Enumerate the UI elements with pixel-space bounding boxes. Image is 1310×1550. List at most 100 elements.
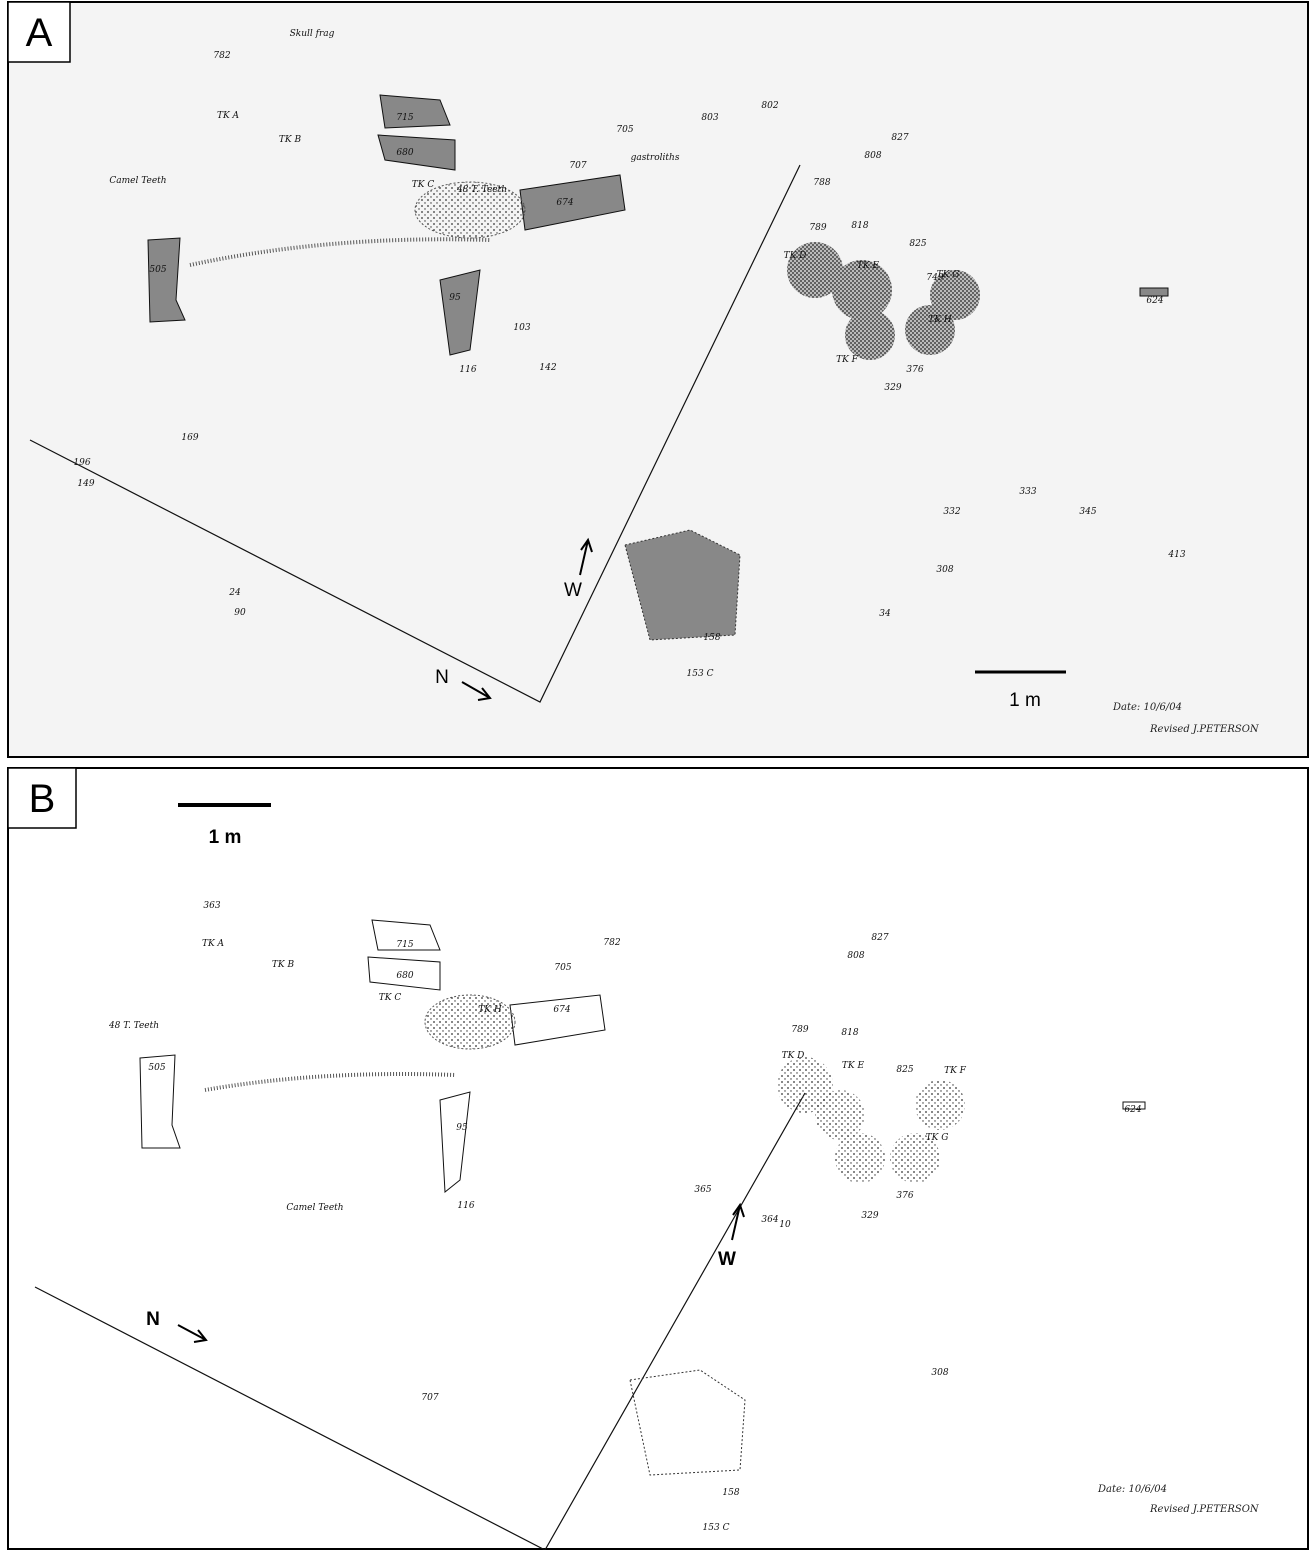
specimen-label: TK E: [842, 1061, 865, 1071]
specimen-label: TK G: [937, 270, 960, 280]
specimen-label: 95: [456, 1123, 468, 1133]
bone: [1140, 288, 1168, 296]
specimen-label: 818: [841, 1028, 858, 1038]
revised: Revised J.PETERSON: [1149, 724, 1260, 735]
specimen-label: 116: [459, 365, 476, 375]
specimen-label: 674: [556, 198, 573, 208]
specimen-label: gastroliths: [631, 153, 680, 163]
specimen-label: 169: [181, 433, 198, 443]
specimen-label: 376: [896, 1191, 913, 1201]
specimen-label: 624: [1146, 296, 1163, 306]
specimen-label: 808: [864, 151, 881, 161]
specimen-label: TK D: [782, 1051, 805, 1061]
panel-label: A: [26, 11, 53, 55]
specimen-label: 680: [396, 148, 413, 158]
specimen-label: 363: [203, 901, 220, 911]
specimen-label: 818: [851, 221, 868, 231]
specimen-label: 365: [694, 1185, 711, 1195]
specimen-label: 158: [722, 1488, 739, 1498]
west-label: W: [718, 1249, 736, 1270]
specimen-label: 34: [879, 609, 891, 619]
specimen-label: 364: [761, 1215, 778, 1225]
specimen-label: TK D: [784, 251, 807, 261]
specimen-label: 505: [149, 265, 166, 275]
specimen-label: 103: [513, 323, 530, 333]
specimen-label: 142: [539, 363, 556, 373]
specimen-label: 48 T. Teeth: [108, 1021, 159, 1031]
specimen-label: TK C: [412, 180, 435, 190]
specimen-label: 333: [1019, 487, 1036, 497]
trackway: [905, 305, 955, 355]
specimen-label: 329: [861, 1211, 878, 1221]
teeth-area: [425, 995, 515, 1049]
figure: A 1 m N W Date: 10/6/04 Revised J.PETERS…: [0, 0, 1310, 1550]
specimen-label: 116: [457, 1201, 474, 1211]
specimen-label: 788: [813, 178, 830, 188]
panel-label: B: [29, 777, 56, 821]
specimen-label: 308: [936, 565, 953, 575]
specimen-label: 782: [603, 938, 620, 948]
specimen-label: 705: [616, 125, 633, 135]
specimen-label: 332: [943, 507, 960, 517]
specimen-label: 308: [931, 1368, 948, 1378]
specimen-label: Camel Teeth: [286, 1203, 343, 1213]
specimen-label: Camel Teeth: [109, 176, 166, 186]
specimen-label: 705: [554, 963, 571, 973]
specimen-label: 329: [884, 383, 901, 393]
specimen-label: 624: [1124, 1105, 1141, 1115]
specimen-label: 376: [906, 365, 923, 375]
specimen-label: TK H: [928, 315, 952, 325]
specimen-label: 48 T. Teeth: [456, 185, 507, 195]
specimen-label: 715: [396, 113, 413, 123]
specimen-label: 808: [847, 951, 864, 961]
revised: Revised J.PETERSON: [1149, 1504, 1260, 1515]
specimen-label: 782: [213, 51, 230, 61]
trackway: [815, 1090, 865, 1140]
specimen-label: 345: [1079, 507, 1096, 517]
specimen-label: 196: [73, 458, 90, 468]
specimen-label: TK G: [926, 1133, 949, 1143]
specimen-label: 90: [234, 608, 246, 618]
date: Date: 10/6/04: [1112, 702, 1182, 713]
trackway: [845, 310, 895, 360]
bone: [380, 95, 450, 128]
panel-a: A 1 m N W Date: 10/6/04 Revised J.PETERS…: [8, 2, 1308, 757]
specimen-label: TK F: [944, 1066, 967, 1076]
specimen-label: 802: [761, 101, 778, 111]
page: A 1 m N W Date: 10/6/04 Revised J.PETERS…: [0, 0, 1310, 1550]
date: Date: 10/6/04: [1097, 1484, 1167, 1495]
specimen-label: 24: [228, 588, 241, 598]
specimen-label: 158: [703, 633, 720, 643]
specimen-label: 827: [871, 933, 888, 943]
specimen-label: 10: [779, 1220, 791, 1230]
specimen-label: TK A: [217, 111, 240, 121]
trackway: [915, 1080, 965, 1130]
specimen-label: 153 C: [687, 669, 714, 679]
north-label: N: [146, 1309, 160, 1330]
specimen-label: TK F: [836, 355, 859, 365]
specimen-label: 803: [701, 113, 718, 123]
west-label: W: [564, 580, 582, 601]
specimen-label: TK C: [379, 993, 402, 1003]
scale-label: 1 m: [209, 827, 242, 848]
specimen-label: 149: [77, 479, 94, 489]
specimen-label: TK H: [478, 1005, 502, 1015]
specimen-label: Skull frag: [290, 29, 335, 39]
specimen-label: 95: [449, 293, 461, 303]
specimen-label: 825: [896, 1065, 913, 1075]
trackway: [835, 1133, 885, 1183]
scale-label: 1 m: [1009, 690, 1041, 711]
specimen-label: 789: [791, 1025, 808, 1035]
specimen-label: 789: [809, 223, 826, 233]
specimen-label: 153 C: [703, 1523, 730, 1533]
specimen-label: 680: [396, 971, 413, 981]
specimen-label: 825: [909, 239, 926, 249]
north-label: N: [435, 667, 449, 688]
panel-frame: [8, 768, 1308, 1549]
panel-b: B 1 m N W Date: 10/6/04 Revised J.PETERS…: [8, 768, 1308, 1550]
specimen-label: 715: [396, 940, 413, 950]
specimen-label: TK B: [279, 135, 302, 145]
specimen-label: 827: [891, 133, 908, 143]
specimen-label: 707: [421, 1393, 438, 1403]
specimen-label: 505: [148, 1063, 165, 1073]
